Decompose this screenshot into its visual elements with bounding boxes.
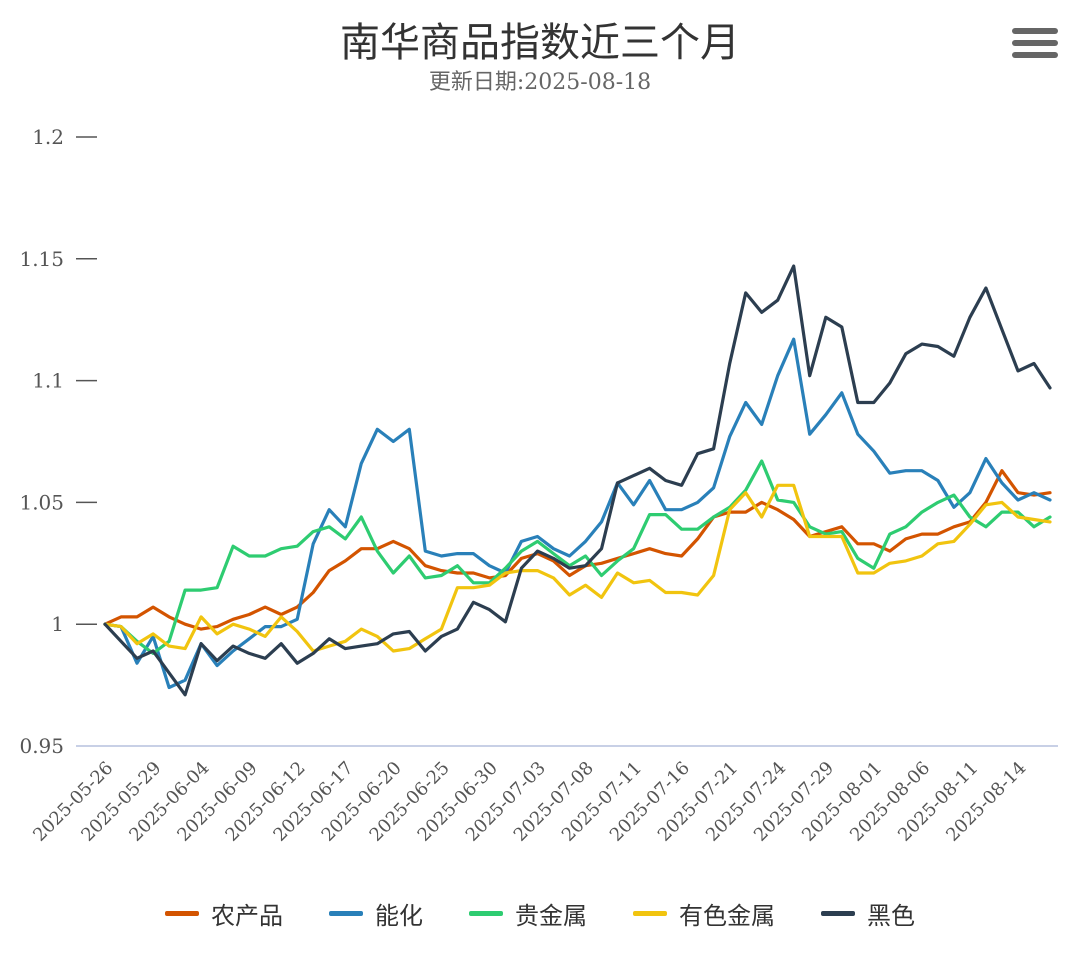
line-chart: 0.9511.051.11.151.22025-05-262025-05-292… [19, 125, 1058, 846]
legend-item[interactable]: 贵金属 [469, 896, 587, 931]
legend-item[interactable]: 有色金属 [633, 896, 775, 931]
y-tick-label: 1.15 [19, 247, 64, 271]
y-tick-label: 1 [51, 612, 64, 636]
hamburger-menu-icon[interactable] [1012, 28, 1058, 64]
legend-item[interactable]: 能化 [329, 896, 423, 931]
legend-label: 贵金属 [515, 902, 587, 930]
y-tick-label: 1.1 [32, 369, 64, 393]
legend-swatch [469, 911, 503, 916]
series-line-3 [103, 459, 1052, 656]
y-tick-label: 1.05 [19, 490, 64, 514]
legend-swatch [821, 911, 855, 916]
legend: 农产品 能化 贵金属 有色金属 黑色 [0, 896, 1080, 931]
legend-swatch [329, 911, 363, 916]
series-line-5 [103, 264, 1052, 697]
legend-label: 有色金属 [679, 902, 775, 930]
legend-label: 能化 [375, 902, 423, 930]
legend-swatch [165, 911, 199, 916]
y-tick-label: 0.95 [19, 734, 64, 758]
y-tick-label: 1.2 [32, 125, 64, 149]
series-line-1 [103, 469, 1052, 631]
series-line-2 [103, 337, 1052, 690]
chart-title: 南华商品指数近三个月 [340, 20, 740, 66]
legend-item[interactable]: 农产品 [165, 896, 283, 931]
legend-label: 黑色 [867, 902, 915, 930]
legend-item[interactable]: 黑色 [821, 896, 915, 931]
chart-subtitle: 更新日期:2025-08-18 [428, 70, 652, 95]
legend-swatch [633, 911, 667, 916]
legend-label: 农产品 [211, 902, 283, 930]
series-line-4 [103, 483, 1052, 653]
